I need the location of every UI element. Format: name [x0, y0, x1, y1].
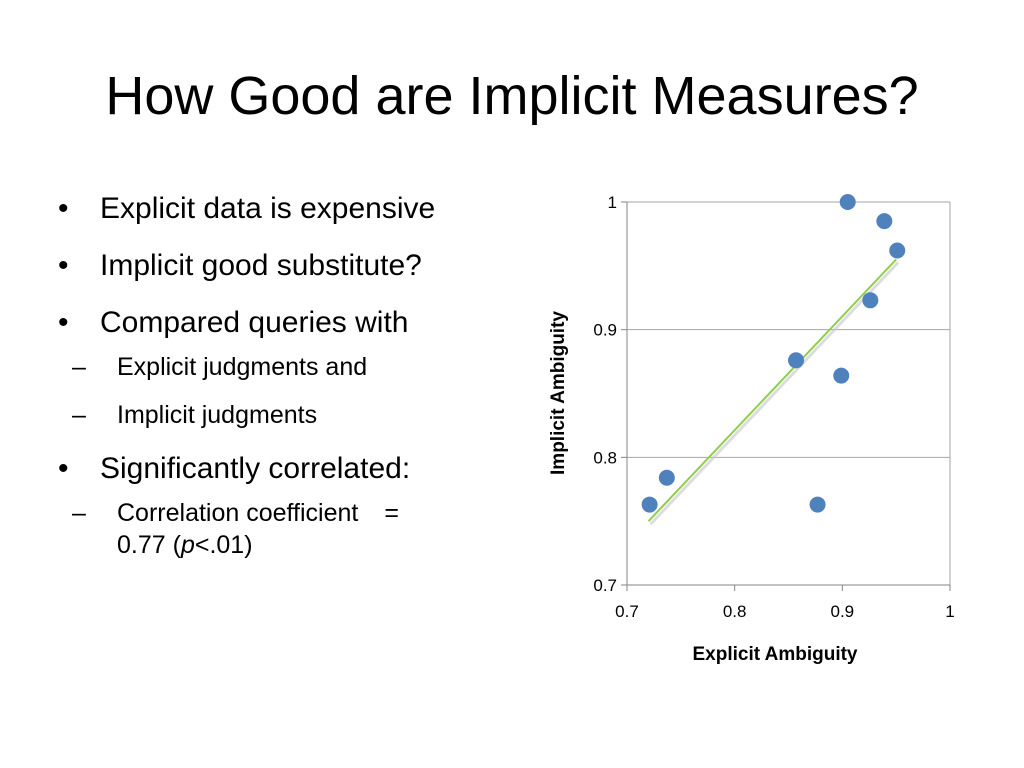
sub-bullet-dash: – — [72, 401, 86, 429]
data-point — [839, 194, 856, 210]
sub-bullet-dash: – — [72, 353, 86, 381]
trendline — [647, 258, 897, 522]
bullet-text: Implicit good substitute? — [100, 249, 422, 282]
bullet-item: • Implicit good substitute? — [58, 247, 518, 285]
x-axis-label: Explicit Ambiguity — [692, 644, 857, 665]
bullet-item: • Significantly correlated: – Correlatio… — [58, 450, 518, 561]
sub-bullet-list: – Explicit judgments and – Implicit judg… — [72, 351, 518, 431]
sub-bullet-item: – Implicit judgments — [72, 399, 518, 431]
data-point — [809, 496, 826, 513]
y-tick-label: 0.9 — [593, 321, 617, 340]
trendline-shadow — [649, 261, 900, 526]
x-tick-label: 0.7 — [615, 602, 639, 621]
correlation-value: 0.77 ( — [117, 531, 181, 559]
trendline-group — [647, 258, 900, 526]
p-symbol: p — [180, 531, 195, 559]
y-tick-label: 1 — [608, 193, 617, 212]
bullet-dot: • — [58, 249, 69, 282]
bullet-text: Compared queries with — [100, 306, 409, 339]
p-value: <.01) — [194, 531, 253, 559]
slide-title: How Good are Implicit Measures? — [105, 66, 919, 126]
data-point — [658, 469, 675, 486]
sub-bullet-dash: – — [72, 499, 86, 527]
y-axis-label: Implicit Ambiguity — [548, 311, 569, 475]
bullet-dot: • — [58, 452, 69, 485]
correlation-label: Correlation coefficient — [117, 499, 359, 527]
gridlines — [627, 201, 951, 585]
bullet-list: • Explicit data is expensive • Implicit … — [58, 190, 518, 580]
x-tick-label: 0.8 — [723, 602, 747, 621]
bullet-dot: • — [58, 192, 69, 225]
bullet-item: • Explicit data is expensive — [58, 190, 518, 228]
x-tick-label: 1 — [945, 602, 954, 621]
sub-bullet-text: Explicit judgments and — [117, 353, 368, 381]
data-point — [862, 292, 879, 309]
sub-bullet-list: – Correlation coefficient = 0.77 (p<.01) — [72, 497, 518, 561]
data-points — [641, 194, 906, 513]
data-point — [641, 496, 658, 513]
y-tick-label: 0.7 — [593, 576, 617, 595]
tick-labels: 0.7 0.8 0.9 1 0.7 0.8 0.9 1 — [593, 193, 954, 621]
bullet-dot: • — [58, 306, 69, 339]
data-point — [876, 213, 893, 230]
y-tick-label: 0.8 — [593, 448, 617, 467]
scatter-chart-svg: 0.70.80.910.7 0.8 0.9 1 Explicit Ambiguity … — [548, 193, 955, 665]
x-tick-label: 0.9 — [831, 602, 855, 621]
data-point — [833, 367, 850, 384]
sub-bullet-text: Implicit judgments — [117, 401, 318, 429]
bullet-text: Significantly correlated: — [100, 452, 411, 485]
data-point — [788, 352, 805, 369]
sub-bullet-item: – Explicit judgments and — [72, 351, 518, 383]
bullet-item: • Compared queries with – Explicit judgm… — [58, 304, 518, 431]
sub-bullet-item: – Correlation coefficient = 0.77 (p<.01) — [72, 497, 518, 561]
bullet-text: Explicit data is expensive — [100, 192, 436, 225]
axes — [621, 201, 951, 591]
data-point — [889, 242, 906, 259]
scatter-chart: 0.7 0.8 0.9 1 0.7 0.8 0.9 1 Explicit Ambiguity … — [530, 180, 970, 680]
equals-sign: = — [384, 499, 399, 527]
